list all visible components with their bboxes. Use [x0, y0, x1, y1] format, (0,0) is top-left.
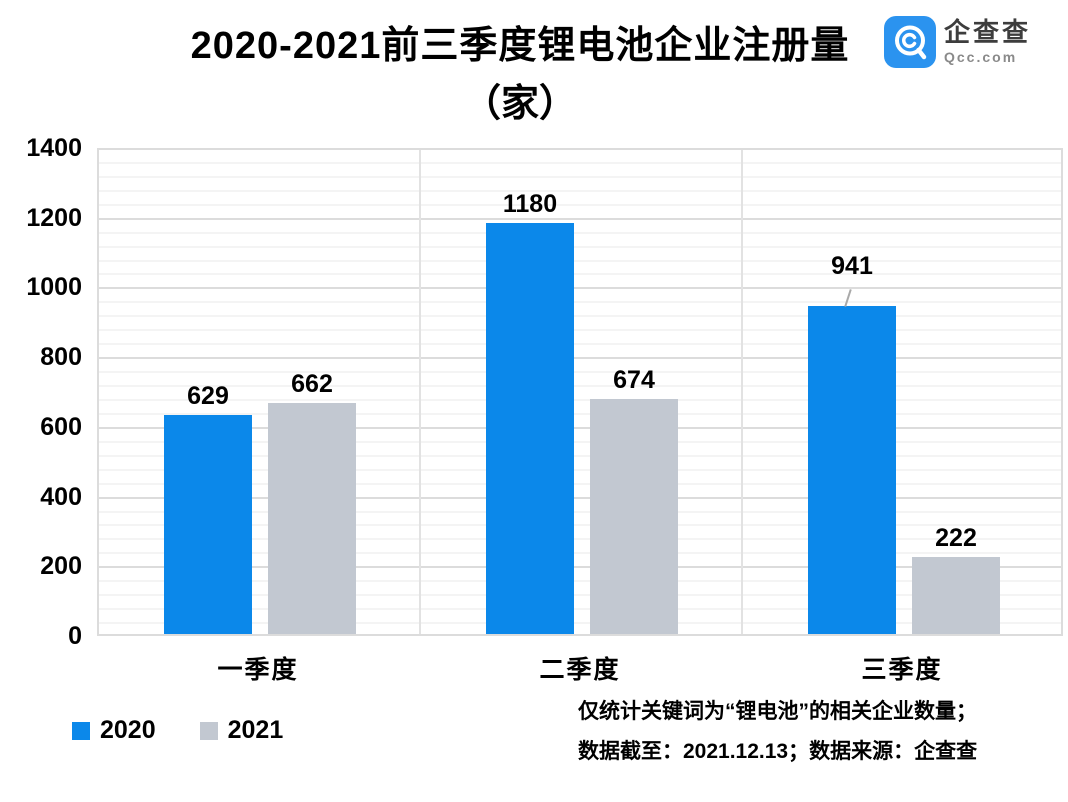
qcc-logo-domain: Qcc.com [944, 48, 1018, 65]
value-label-2020-三季度: 941 [831, 252, 873, 280]
x-label-一季度: 一季度 [217, 656, 299, 684]
minor-gridline [99, 175, 1061, 178]
value-label-leader-line [844, 289, 852, 307]
value-label-2020-一季度: 629 [187, 382, 229, 410]
major-gridline [99, 287, 1061, 290]
minor-gridline [99, 273, 1061, 276]
legend: 2020 2021 [72, 716, 283, 745]
qcc-logo-text: 企查查 Qcc.com [944, 18, 1031, 65]
qcc-logo-icon [884, 16, 936, 68]
minor-gridline [99, 189, 1061, 192]
value-label-2021-二季度: 674 [613, 366, 655, 394]
qcc-logo-name: 企查查 [944, 17, 1032, 48]
category-separator [419, 150, 421, 634]
minor-gridline [99, 440, 1061, 443]
major-gridline [99, 566, 1061, 569]
minor-gridline [99, 468, 1061, 471]
minor-gridline [99, 385, 1061, 388]
legend-item-2020: 2020 [72, 716, 156, 745]
chart-title-line1: 2020-2021前三季度锂电池企业注册量 [190, 25, 850, 67]
minor-gridline [99, 398, 1061, 401]
minor-gridline [99, 510, 1061, 513]
minor-gridline [99, 608, 1061, 611]
minor-gridline [99, 301, 1061, 304]
x-axis-labels: 一季度 二季度 三季度 [97, 650, 1063, 684]
minor-gridline [99, 622, 1061, 625]
minor-gridline [99, 245, 1061, 248]
bar-2021-二季度 [590, 399, 678, 634]
y-tick-label-800: 800 [40, 343, 82, 372]
plot-area: 629 662 1180 674 941 222 [97, 148, 1063, 636]
x-label-二季度: 二季度 [539, 656, 621, 684]
minor-gridline [99, 231, 1061, 234]
minor-gridline [99, 412, 1061, 415]
footnote-line-2: 数据截至：2021.12.13；数据来源：企查查 [578, 740, 978, 763]
minor-gridline [99, 315, 1061, 318]
minor-gridline [99, 594, 1061, 597]
value-label-2021-三季度: 222 [935, 524, 977, 552]
major-gridline [99, 496, 1061, 499]
minor-gridline [99, 203, 1061, 206]
category-separator [741, 150, 743, 634]
value-label-2020-二季度: 1180 [502, 190, 558, 218]
y-tick-label-1400: 1400 [26, 134, 82, 162]
y-tick-label-0: 0 [68, 622, 82, 650]
legend-item-2021: 2021 [199, 716, 284, 745]
minor-gridline [99, 259, 1061, 262]
major-gridline [99, 357, 1061, 360]
footnote-line-1: 仅统计关键词为“锂电池”的相关企业数量； [578, 700, 977, 723]
y-tick-label-600: 600 [40, 412, 82, 441]
minor-gridline [99, 482, 1061, 485]
minor-gridline [99, 343, 1061, 346]
minor-gridline [99, 524, 1061, 527]
x-label-三季度: 三季度 [861, 656, 943, 684]
legend-label-2021: 2021 [227, 716, 284, 744]
bar-2021-三季度 [912, 557, 1000, 634]
y-tick-label-400: 400 [40, 482, 82, 511]
qcc-logo: 企查查 Qcc.com [884, 16, 1031, 68]
y-axis: 0 200 400 600 800 1000 1200 1400 [0, 134, 82, 650]
minor-gridline [99, 371, 1061, 374]
legend-swatch-2021 [199, 721, 218, 740]
minor-gridline [99, 580, 1061, 583]
minor-gridline [99, 329, 1061, 332]
major-gridline [99, 426, 1061, 429]
legend-swatch-2020 [72, 721, 90, 740]
value-label-2021-一季度: 662 [291, 370, 333, 398]
minor-gridline [99, 454, 1061, 457]
y-tick-label-200: 200 [40, 552, 82, 581]
bar-2020-二季度 [486, 223, 574, 634]
bar-2020-一季度 [164, 415, 252, 634]
y-tick-label-1000: 1000 [26, 273, 82, 302]
minor-gridline [99, 538, 1061, 541]
chart-title-line2: （家） [462, 83, 577, 125]
footnotes: 仅统计关键词为“锂电池”的相关企业数量； 数据截至：2021.12.13；数据来… [578, 701, 1048, 781]
y-tick-label-1200: 1200 [26, 203, 82, 232]
bar-2021-一季度 [268, 403, 356, 634]
minor-gridline [99, 552, 1061, 555]
minor-gridline [99, 161, 1061, 164]
bar-2020-三季度 [808, 306, 896, 634]
major-gridline [99, 217, 1061, 220]
legend-label-2020: 2020 [100, 716, 156, 744]
